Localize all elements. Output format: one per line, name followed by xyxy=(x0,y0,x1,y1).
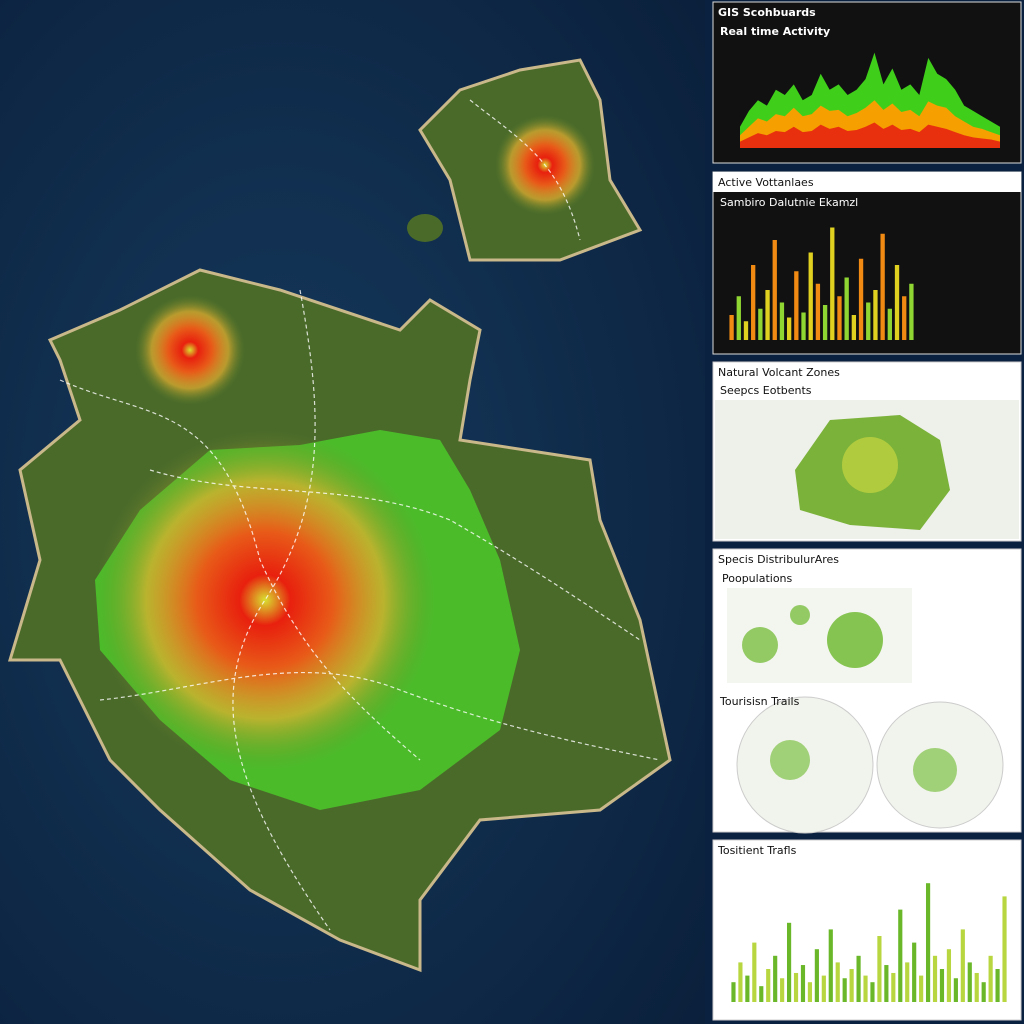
bar xyxy=(786,922,792,1002)
bar xyxy=(960,929,965,1002)
panel-title: Natural Volcant Zones xyxy=(718,366,840,379)
panel-subtitle: Seepcs Eotbents xyxy=(720,384,812,397)
bar xyxy=(815,283,821,340)
bar xyxy=(953,978,958,1002)
species-blob xyxy=(827,612,883,668)
area xyxy=(740,122,1000,148)
bar xyxy=(898,909,903,1002)
species-blob xyxy=(742,627,778,663)
bar xyxy=(902,296,907,340)
panel-subtitle: Real time Activity xyxy=(720,25,830,38)
panels: GIS Scohbuards Real time Activity Active… xyxy=(712,1,1022,1021)
volcano-header xyxy=(713,172,1021,192)
bar xyxy=(988,955,993,1002)
bar xyxy=(808,252,813,340)
bar xyxy=(870,982,875,1002)
panel-subtitle: Poopulations xyxy=(722,572,793,585)
bar xyxy=(793,972,799,1002)
bar xyxy=(1002,896,1007,1002)
panel-subtitle: Sambiro Dalutnie Ekamzl xyxy=(720,196,858,209)
bar xyxy=(925,883,931,1002)
main-volcano xyxy=(95,430,435,770)
bar xyxy=(844,277,849,340)
bar xyxy=(873,290,878,340)
bar xyxy=(830,227,835,340)
islet xyxy=(407,214,443,242)
bar xyxy=(887,308,892,340)
bar xyxy=(786,317,792,340)
bar xyxy=(800,965,806,1002)
trail-blob xyxy=(913,748,957,792)
bar xyxy=(743,321,749,340)
bar xyxy=(858,258,864,340)
trail-blob xyxy=(770,740,810,780)
bar xyxy=(932,955,938,1002)
species-blob xyxy=(790,605,810,625)
bar xyxy=(801,312,806,340)
bar xyxy=(919,975,924,1002)
bar xyxy=(912,942,917,1002)
bar xyxy=(822,305,828,340)
bar xyxy=(807,982,813,1002)
bar xyxy=(736,296,741,340)
bar xyxy=(772,240,777,340)
bar xyxy=(759,986,764,1002)
bar xyxy=(909,283,914,340)
bar xyxy=(765,290,770,340)
trails xyxy=(59,99,661,931)
panel-title: Tositient Trafls xyxy=(717,844,797,857)
bar xyxy=(773,955,778,1002)
bar xyxy=(731,982,736,1002)
bar xyxy=(884,965,889,1002)
bar xyxy=(738,962,743,1002)
bar xyxy=(877,936,882,1002)
bar xyxy=(794,271,799,340)
bar xyxy=(766,969,771,1002)
bar xyxy=(866,302,871,340)
bar xyxy=(752,942,757,1002)
bar xyxy=(894,265,900,340)
bar xyxy=(729,315,734,340)
west-volcano xyxy=(135,295,245,405)
bar xyxy=(821,975,826,1002)
bar xyxy=(780,978,785,1002)
panel-title: Specis DistribulurAres xyxy=(718,553,839,566)
bar xyxy=(974,972,979,1002)
bar xyxy=(837,296,842,340)
zone-core xyxy=(842,437,898,493)
bar xyxy=(751,265,756,340)
bar xyxy=(835,962,840,1002)
bar xyxy=(967,962,972,1002)
dashboard-title: GIS Scohbuards xyxy=(718,6,816,19)
bar xyxy=(814,949,819,1002)
bar xyxy=(851,315,857,340)
bar xyxy=(880,233,885,340)
bar xyxy=(939,969,945,1002)
panel-title: Active Vottanlaes xyxy=(718,176,814,189)
bar xyxy=(863,975,868,1002)
bar xyxy=(745,975,750,1002)
bar xyxy=(946,949,952,1002)
bar xyxy=(891,972,896,1002)
bar xyxy=(758,308,763,340)
bar xyxy=(779,302,785,340)
panel-subtitle: Tourisisn Trails xyxy=(719,695,800,708)
bar xyxy=(828,929,833,1002)
bar xyxy=(849,969,854,1002)
map xyxy=(7,58,672,973)
bar xyxy=(905,962,910,1002)
bar xyxy=(842,978,847,1002)
bar xyxy=(856,955,861,1002)
bar xyxy=(981,982,986,1002)
bar xyxy=(995,969,1000,1002)
